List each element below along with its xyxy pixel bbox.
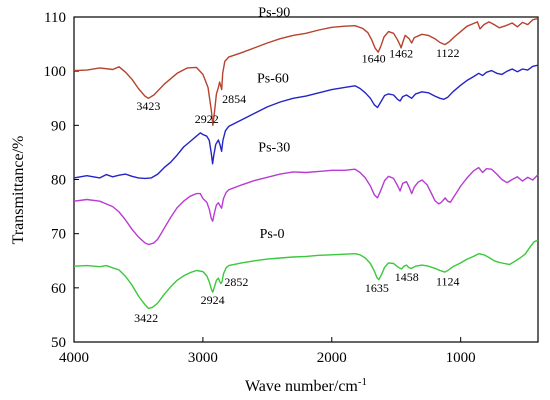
peak-label: 3422 [134,311,158,325]
series-label-ps-90: Ps-90 [258,5,290,20]
series-line-ps-90 [73,17,539,126]
peak-label: 3423 [136,99,160,113]
peak-label: 1124 [436,275,460,289]
series-line-ps-60 [73,64,539,180]
series-lines [73,17,539,310]
series-label-ps-30: Ps-30 [258,140,290,155]
x-tick-label: 4000 [59,350,89,366]
x-tick-label: 3000 [188,350,218,366]
peak-label: 1635 [365,281,389,295]
peak-label: 2922 [195,112,219,126]
y-axis: 50 60 70 80 90 100 110 [44,10,79,351]
plot-border [73,16,539,343]
peak-label: 1122 [436,46,460,60]
y-axis-title: Transmittance/% [10,136,27,245]
plot-frame [73,16,539,343]
x-axis-title-superscript: -1 [358,376,367,388]
peak-label: 1458 [395,270,419,284]
series-line-ps-30 [73,166,539,246]
peak-label: 2924 [201,293,225,307]
series-line-ps-0 [73,239,539,310]
x-axis-title-text: Wave number/cm [245,378,358,395]
peak-label: 1640 [362,52,386,66]
y-tick-label: 90 [51,118,66,134]
x-tick-label: 1000 [446,350,476,366]
peak-label: 2854 [222,92,246,106]
y-tick-label: 80 [51,173,66,189]
x-tick-label: 2000 [317,350,347,366]
x-axis-title: Wave number/cm-1 [245,376,367,395]
series-label-ps-60: Ps-60 [257,72,289,87]
y-tick-label: 60 [51,281,66,297]
y-tick-label: 100 [44,64,67,80]
y-tick-label: 50 [51,335,66,351]
series-labels: Ps-90 Ps-60 Ps-30 Ps-0 [257,5,290,242]
series-label-ps-0: Ps-0 [260,227,285,242]
x-axis: 4000 3000 2000 1000 [59,337,476,366]
peak-label: 2852 [224,275,248,289]
peak-label: 1462 [389,47,413,61]
y-tick-label: 110 [44,10,66,26]
y-tick-label: 70 [51,227,66,243]
